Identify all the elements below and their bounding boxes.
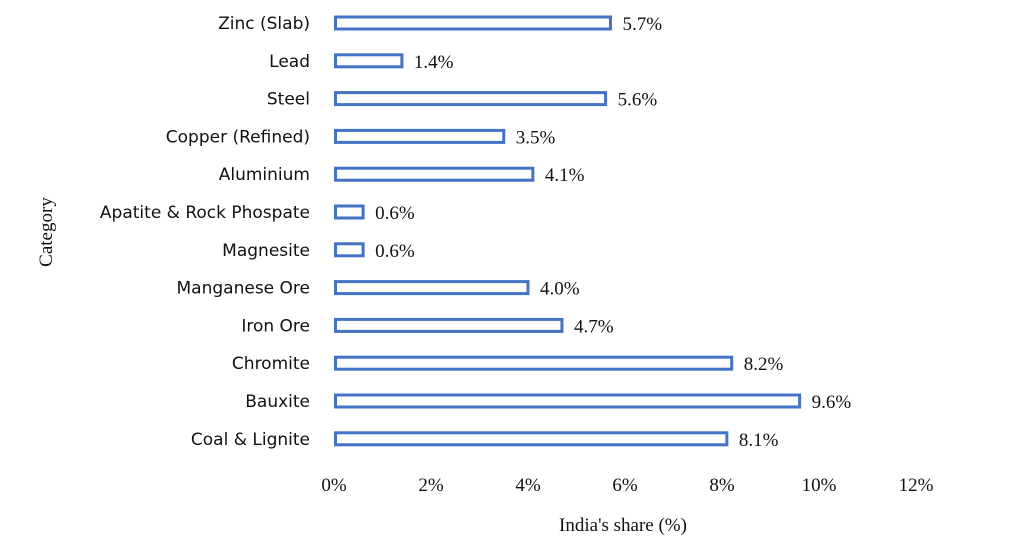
value-label: 4.7% <box>574 316 614 337</box>
bar <box>334 280 530 296</box>
category-label: Steel <box>267 90 310 110</box>
x-tick-label: 12% <box>899 475 934 496</box>
bar <box>334 393 802 409</box>
y-axis-title: Category <box>36 197 57 267</box>
value-label: 5.7% <box>622 14 662 35</box>
x-tick-labels: 0% 2% 4% 6% 8% 10% 12% <box>321 475 933 496</box>
category-label: Chromite <box>232 354 310 374</box>
value-label: 9.6% <box>812 392 852 413</box>
value-label: 8.2% <box>744 354 784 375</box>
x-tick-label: 0% <box>321 475 347 496</box>
bar <box>334 317 564 333</box>
bar <box>334 128 506 144</box>
value-label: 4.0% <box>540 279 580 300</box>
bar <box>334 53 404 69</box>
value-label: 3.5% <box>516 127 556 148</box>
x-tick-label: 4% <box>515 475 541 496</box>
bar <box>334 166 535 182</box>
value-label: 4.1% <box>545 165 585 186</box>
category-label: Lead <box>269 52 310 72</box>
value-label: 0.6% <box>375 241 415 262</box>
bar <box>334 242 365 258</box>
bar <box>334 91 608 107</box>
x-tick-label: 10% <box>802 475 837 496</box>
bar <box>334 431 729 447</box>
category-label: Copper (Refined) <box>166 127 310 147</box>
category-labels: Zinc (Slab) Lead Steel Copper (Refined) Alum… <box>100 14 310 450</box>
category-label: Manganese Ore <box>177 279 310 299</box>
value-label: 8.1% <box>739 430 779 451</box>
bar <box>334 204 365 220</box>
value-label: 0.6% <box>375 203 415 224</box>
category-label: Coal & Lignite <box>191 430 310 450</box>
x-tick-label: 6% <box>612 475 638 496</box>
category-label: Apatite & Rock Phospate <box>100 203 310 223</box>
bars-group <box>334 15 802 447</box>
x-tick-label: 8% <box>709 475 735 496</box>
category-label: Aluminium <box>219 165 310 185</box>
bar <box>334 15 612 31</box>
category-label: Bauxite <box>245 392 310 412</box>
category-label: Iron Ore <box>241 316 310 336</box>
bar <box>334 355 734 371</box>
value-labels: 5.7% 1.4% 5.6% 3.5% 4.1% 0.6% 0.6% 4.0% 4.7% 8.2%… <box>375 14 851 451</box>
category-label: Magnesite <box>222 241 310 261</box>
value-label: 5.6% <box>618 90 658 111</box>
value-label: 1.4% <box>414 52 454 73</box>
x-tick-label: 2% <box>418 475 444 496</box>
category-label: Zinc (Slab) <box>218 14 310 34</box>
x-axis-title: India's share (%) <box>559 515 687 536</box>
